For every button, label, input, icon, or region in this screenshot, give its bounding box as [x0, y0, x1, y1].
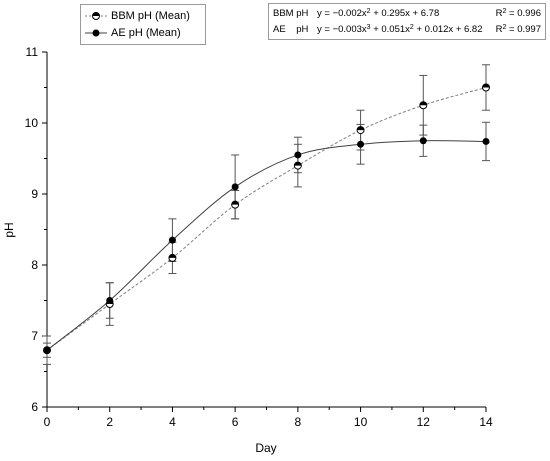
fit-name-ae: AE pH [273, 24, 309, 35]
legend-swatch-bbm [85, 12, 107, 20]
y-tick-label: 7 [31, 329, 38, 343]
data-point-ae [357, 140, 365, 148]
fit-formula-ae: y = −0.003x3 + 0.051x2 + 0.012x + 6.82 [317, 24, 483, 35]
x-tick-label: 6 [232, 415, 239, 429]
legend-label-ae: AE pH (Mean) [111, 27, 181, 39]
data-point-bbm-fill [357, 126, 365, 131]
x-axis-label: Day [255, 441, 276, 455]
data-point-ae [482, 137, 490, 145]
axes: 0 2 4 6 8 10 12 14 6 7 8 9 10 11 [25, 45, 493, 429]
y-tick-label: 9 [31, 187, 38, 201]
legend-item-ae: AE pH (Mean) [81, 25, 205, 41]
y-axis-label: pH [2, 222, 16, 237]
x-tick-label: 2 [106, 415, 113, 429]
x-tick-label: 10 [354, 415, 368, 429]
fit-formula-bbm: y = −0.002x2 + 0.295x + 6.78 [317, 8, 440, 19]
y-tick-label: 6 [31, 400, 38, 414]
data-point-bbm-fill [419, 101, 427, 106]
y-tick-label: 8 [31, 258, 38, 272]
data-point-bbm-fill [231, 201, 239, 205]
fit-r2-bbm: R2 = 0.996 [495, 8, 541, 19]
data-point-bbm-fill [168, 254, 176, 258]
fit-r2-ae: R2 = 0.997 [495, 24, 541, 35]
series-lines [46, 87, 487, 351]
data-point-ae [419, 137, 427, 145]
data-point-bbm-fill [294, 162, 302, 166]
fit-equations-box: BBM pH y = −0.002x2 + 0.295x + 6.78 R2 =… [268, 3, 546, 40]
y-tick-label: 11 [26, 45, 39, 59]
legend-item-bbm: BBM pH (Mean) [81, 8, 205, 24]
fit-row-ae: AE pH y = −0.003x3 + 0.051x2 + 0.012x + … [273, 22, 543, 37]
data-point-ae [231, 183, 239, 191]
x-tick-label: 8 [295, 415, 302, 429]
x-tick-label: 14 [479, 415, 493, 429]
data-point-ae [106, 297, 114, 304]
legend-label-bbm: BBM pH (Mean) [111, 10, 190, 22]
x-tick-label: 4 [169, 415, 176, 429]
series-line-bbm [46, 87, 487, 351]
error-bars [43, 64, 490, 365]
y-tick-label: 10 [25, 116, 39, 130]
series-markers [43, 83, 490, 355]
data-point-ae [294, 151, 302, 159]
fit-row-bbm: BBM pH y = −0.002x2 + 0.295x + 6.78 R2 =… [273, 6, 543, 21]
data-point-bbm-fill [482, 84, 490, 88]
x-tick-label: 0 [44, 415, 51, 429]
legend: BBM pH (Mean) AE pH (Mean) [80, 4, 206, 45]
data-point-ae [43, 346, 51, 354]
data-point-ae [168, 236, 176, 244]
legend-swatch-ae [85, 29, 107, 37]
x-tick-label: 12 [417, 415, 431, 429]
series-line-ae [46, 140, 487, 351]
fit-name-bbm: BBM pH [273, 8, 309, 19]
